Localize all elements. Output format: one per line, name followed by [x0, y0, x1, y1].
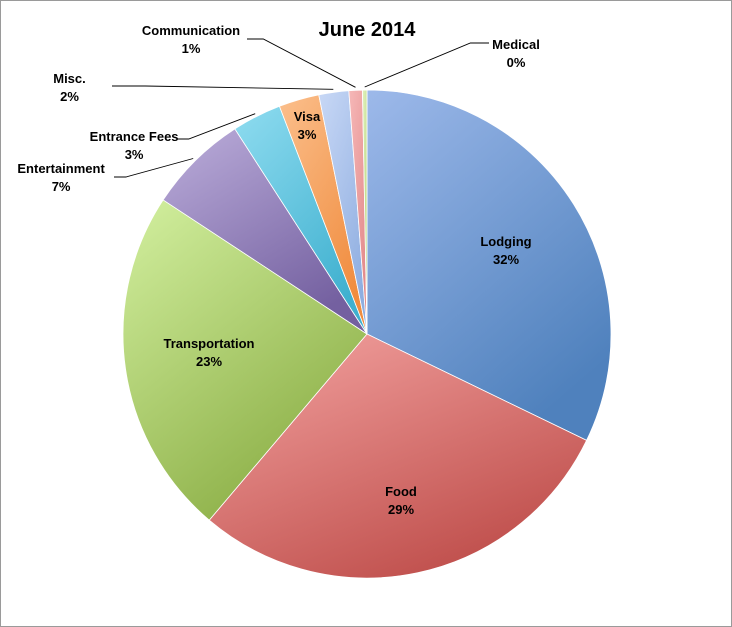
slice-label-medical: Medical 0% — [492, 37, 540, 70]
pie-slice-transportation — [122, 199, 368, 521]
leader-line-entrance-fees — [177, 113, 256, 140]
slices-layer — [122, 89, 612, 579]
slice-labels: Lodging 32% Food 29% Transportation 23% Entert… — [17, 23, 539, 517]
slice-label-transportation: Transportation 23% — [163, 336, 254, 369]
slice-label-entertainment: Entertainment 7% — [17, 161, 105, 194]
chart-title: June 2014 — [319, 19, 417, 41]
pie-slice-food — [208, 333, 588, 579]
slice-label-food: Food 29% — [385, 484, 417, 517]
leader-lines — [112, 38, 489, 178]
slice-label-lodging: Lodging 32% — [480, 234, 531, 267]
slice-label-visa: Visa 3% — [294, 109, 321, 142]
pie-slice-medical — [362, 89, 368, 335]
pie-slice-lodging — [366, 89, 612, 441]
leader-line-communication — [247, 38, 356, 88]
leader-line-medical — [364, 42, 489, 88]
leader-line-entertainment — [114, 158, 194, 178]
slice-label-entrance-fees: Entrance Fees 3% — [90, 129, 179, 162]
slice-label-communication: Communication 1% — [142, 23, 240, 56]
slice-label-misc: Misc. 2% — [53, 71, 86, 104]
leader-line-misc — [112, 85, 334, 90]
